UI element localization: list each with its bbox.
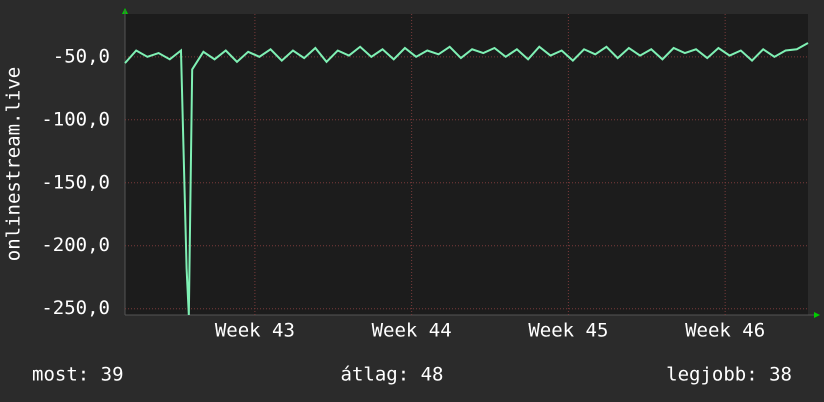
y-tick-label: -100,0 bbox=[41, 108, 110, 130]
plot-area bbox=[125, 14, 808, 315]
data-line bbox=[124, 42, 809, 316]
stat-average: átlag: 48 bbox=[341, 364, 444, 386]
axis-arrow bbox=[814, 312, 820, 318]
y-tick-label: -50,0 bbox=[53, 45, 110, 67]
stat-best: legjobb: 38 bbox=[666, 364, 792, 386]
y-axis-label: onlinestream.live bbox=[3, 67, 25, 261]
x-tick-label: Week 43 bbox=[215, 320, 295, 342]
x-tick-label: Week 45 bbox=[528, 320, 608, 342]
y-tick-label: -150,0 bbox=[41, 171, 110, 193]
y-tick-label: -250,0 bbox=[41, 297, 110, 319]
plot bbox=[124, 14, 809, 316]
y-tick-label: -200,0 bbox=[41, 234, 110, 256]
stat-current: most: 39 bbox=[32, 364, 124, 386]
x-tick-label: Week 44 bbox=[372, 320, 452, 342]
x-tick-label: Week 46 bbox=[685, 320, 765, 342]
